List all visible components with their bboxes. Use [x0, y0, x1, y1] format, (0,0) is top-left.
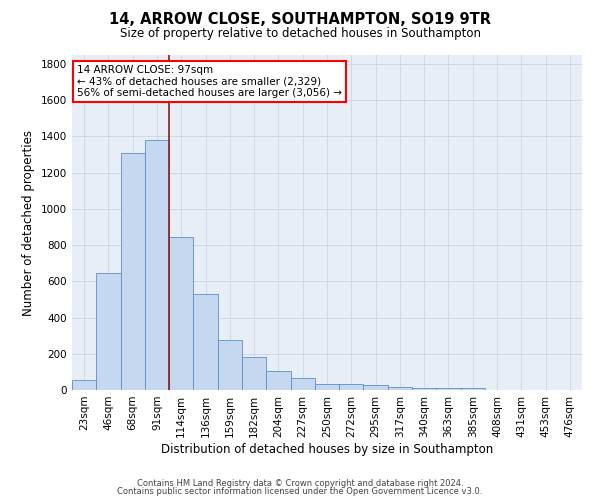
Bar: [242, 356, 266, 390]
Bar: [121, 153, 145, 390]
Bar: [169, 237, 193, 390]
Text: Contains public sector information licensed under the Open Government Licence v3: Contains public sector information licen…: [118, 487, 482, 496]
Text: Contains HM Land Registry data © Crown copyright and database right 2024.: Contains HM Land Registry data © Crown c…: [137, 478, 463, 488]
Bar: [364, 386, 388, 390]
Bar: [145, 140, 169, 390]
Bar: [96, 273, 121, 390]
Bar: [412, 388, 436, 390]
X-axis label: Distribution of detached houses by size in Southampton: Distribution of detached houses by size …: [161, 442, 493, 456]
Y-axis label: Number of detached properties: Number of detached properties: [22, 130, 35, 316]
Text: 14 ARROW CLOSE: 97sqm
← 43% of detached houses are smaller (2,329)
56% of semi-d: 14 ARROW CLOSE: 97sqm ← 43% of detached …: [77, 65, 342, 98]
Bar: [193, 294, 218, 390]
Bar: [339, 384, 364, 390]
Bar: [72, 380, 96, 390]
Text: Size of property relative to detached houses in Southampton: Size of property relative to detached ho…: [119, 28, 481, 40]
Bar: [218, 340, 242, 390]
Bar: [388, 388, 412, 390]
Bar: [315, 384, 339, 390]
Bar: [290, 378, 315, 390]
Bar: [266, 371, 290, 390]
Text: 14, ARROW CLOSE, SOUTHAMPTON, SO19 9TR: 14, ARROW CLOSE, SOUTHAMPTON, SO19 9TR: [109, 12, 491, 28]
Bar: [461, 388, 485, 390]
Bar: [436, 388, 461, 390]
